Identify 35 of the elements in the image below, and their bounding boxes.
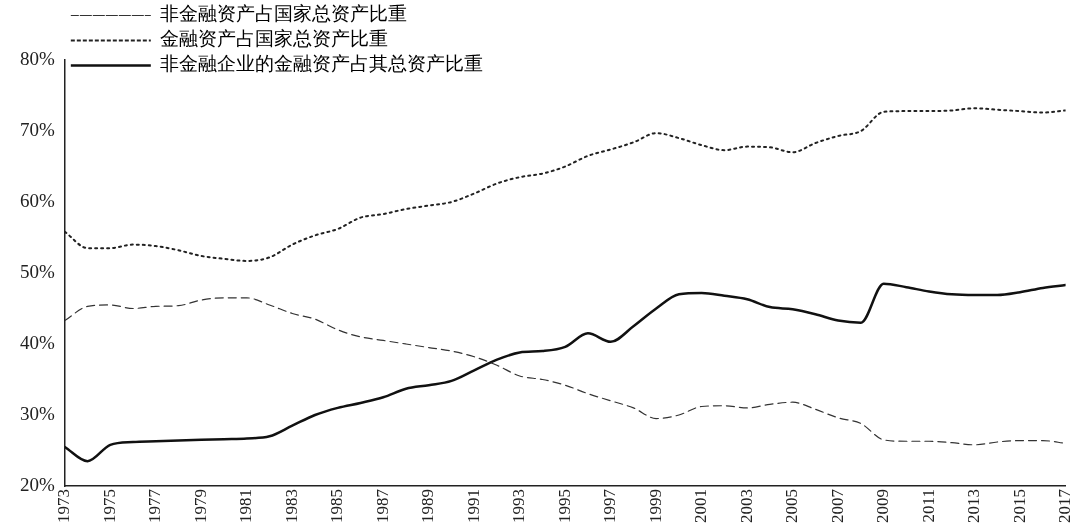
x-tick-label: 1975	[99, 489, 119, 523]
line-series	[64, 297, 1066, 446]
x-tick-label: 2003	[736, 489, 756, 523]
legend-label: 金融资产占国家总资产比重	[160, 28, 389, 50]
x-tick-label: 1987	[372, 488, 392, 523]
x-tick-label: 1979	[190, 489, 210, 523]
x-tick-label: 1991	[463, 489, 483, 523]
x-tick-label: 2011	[918, 489, 938, 523]
x-tick-label: 2013	[964, 489, 984, 523]
x-tick-label: 1999	[645, 489, 665, 523]
y-tick-label: 40%	[20, 331, 55, 353]
x-tick-label: 1989	[418, 489, 438, 523]
x-tick-label: 1993	[509, 489, 529, 523]
y-tick-label: 20%	[20, 473, 55, 495]
x-tick-label: 2007	[827, 488, 847, 523]
legend-label: 非金融资产占国家总资产比重	[160, 3, 408, 25]
x-tick-label: 1981	[236, 489, 256, 523]
line-series	[64, 282, 1066, 463]
x-tick-label: 1973	[54, 489, 74, 523]
y-tick-label: 80%	[20, 47, 55, 69]
x-tick-label: 2009	[873, 489, 893, 523]
x-tick-label: 1995	[554, 489, 574, 523]
legend-label: 非金融企业的金融资产占其总资产比重	[160, 53, 484, 75]
x-tick-label: 2015	[1009, 489, 1029, 523]
x-tick-label: 2001	[691, 489, 711, 523]
x-tick-label: 1977	[145, 488, 165, 523]
y-tick-label: 60%	[20, 189, 55, 211]
x-tick-label: 2017	[1055, 488, 1075, 523]
x-tick-label: 2005	[782, 489, 802, 523]
x-tick-label: 1983	[281, 489, 301, 523]
y-tick-label: 50%	[20, 260, 55, 282]
y-tick-label: 30%	[20, 402, 55, 424]
x-tick-label: 1997	[600, 488, 620, 523]
x-tick-label: 1985	[327, 489, 347, 523]
y-tick-label: 70%	[20, 118, 55, 140]
